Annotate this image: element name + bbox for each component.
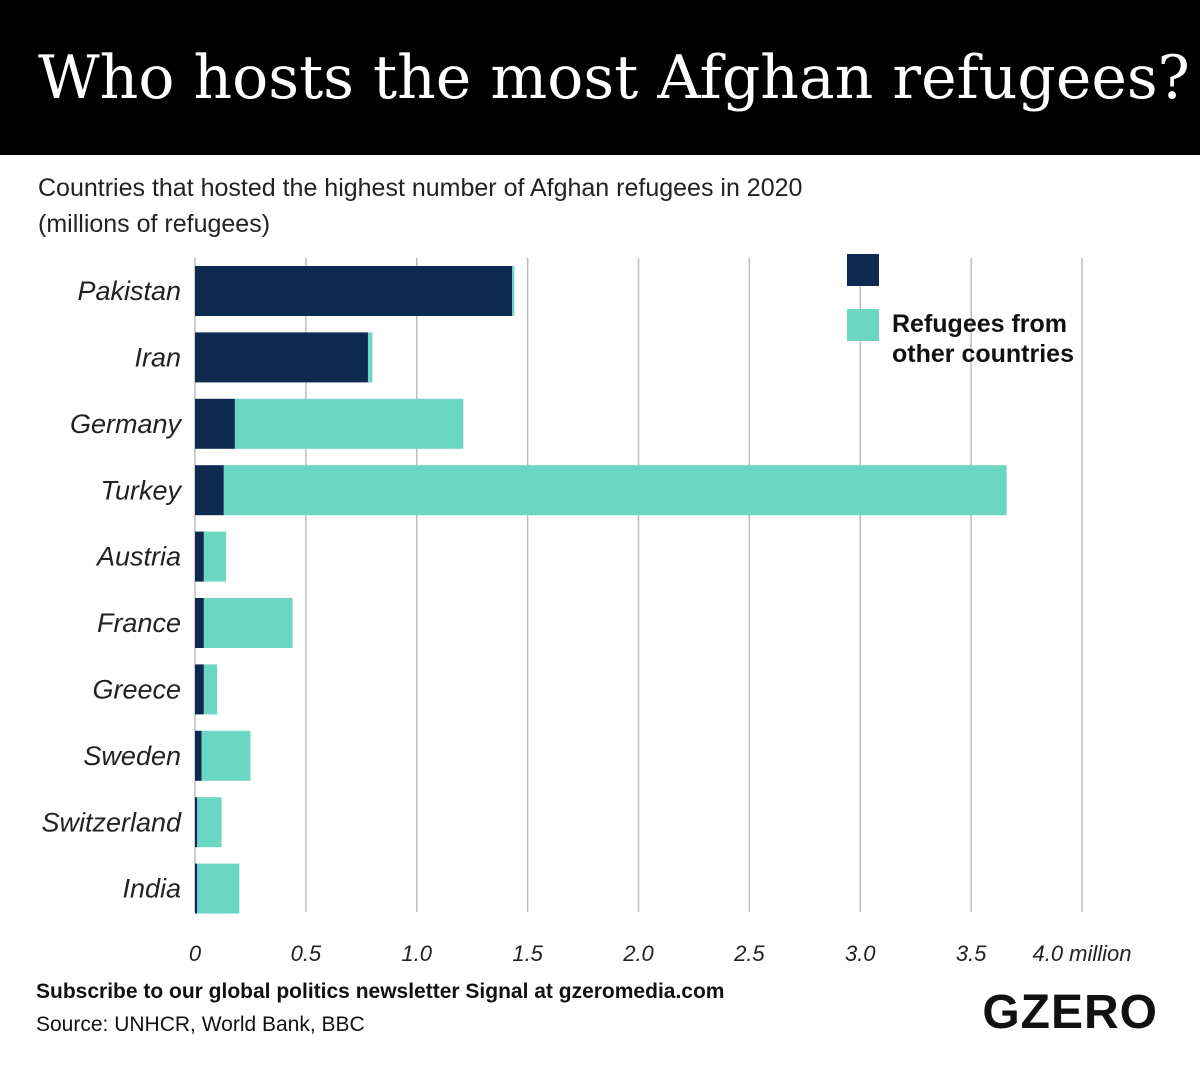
- category-label: Turkey: [100, 475, 182, 505]
- legend-swatch: [847, 254, 879, 286]
- subtitle: Countries that hosted the highest number…: [38, 174, 802, 202]
- chart-title: Who hosts the most Afghan refugees?: [38, 43, 1190, 113]
- bar-segment: [201, 730, 251, 781]
- bar-segment: [195, 664, 204, 715]
- legend-label: Refugees from other countries: [892, 310, 1074, 368]
- category-label: Switzerland: [41, 807, 182, 837]
- x-tick-label: 1.0: [401, 941, 432, 966]
- category-label: Austria: [95, 542, 181, 572]
- logo: GZERO: [982, 986, 1158, 1039]
- bar-segment: [195, 863, 198, 914]
- bar-segment: [195, 465, 224, 516]
- x-tick-label: 0.5: [291, 941, 322, 966]
- bar-segment: [195, 598, 204, 648]
- x-tick-label: 2.5: [733, 941, 765, 966]
- unit-note: (millions of refugees): [38, 210, 270, 238]
- source: Source: UNHCR, World Bank, BBC: [36, 1013, 365, 1036]
- bar-segment: [203, 598, 293, 648]
- category-label: India: [122, 874, 181, 904]
- bar-segment: [195, 266, 513, 316]
- bar-segment: [203, 664, 218, 715]
- legend-swatch: [847, 309, 879, 341]
- category-label: Greece: [92, 675, 181, 705]
- x-tick-label: 0: [189, 941, 202, 966]
- bar-segment: [195, 730, 202, 781]
- bar-segment: [197, 797, 222, 848]
- category-label: Pakistan: [77, 276, 181, 306]
- bar-segment: [195, 332, 368, 383]
- x-tick-label: 4.0 million: [1032, 941, 1131, 966]
- bar-segment: [203, 531, 227, 582]
- subscribe-note: Subscribe to our global politics newslet…: [36, 980, 724, 1003]
- category-label: Iran: [134, 343, 181, 373]
- bar-segment: [223, 465, 1007, 516]
- bar-segment: [195, 531, 204, 582]
- category-label: Germany: [70, 409, 183, 439]
- bar-segment: [197, 863, 240, 914]
- x-tick-label: 2.0: [622, 941, 654, 966]
- bar-segment: [234, 398, 464, 449]
- x-tick-label: 1.5: [512, 941, 543, 966]
- category-label: France: [97, 608, 181, 638]
- x-tick-label: 3.5: [956, 941, 987, 966]
- x-tick-label: 3.0: [845, 941, 876, 966]
- title-band: [0, 0, 1200, 155]
- bar-segment: [512, 266, 515, 316]
- bars: [195, 266, 1007, 914]
- bar-segment: [367, 332, 373, 383]
- bar-segment: [195, 398, 235, 449]
- category-label: Sweden: [83, 741, 181, 771]
- bar-segment: [195, 797, 198, 848]
